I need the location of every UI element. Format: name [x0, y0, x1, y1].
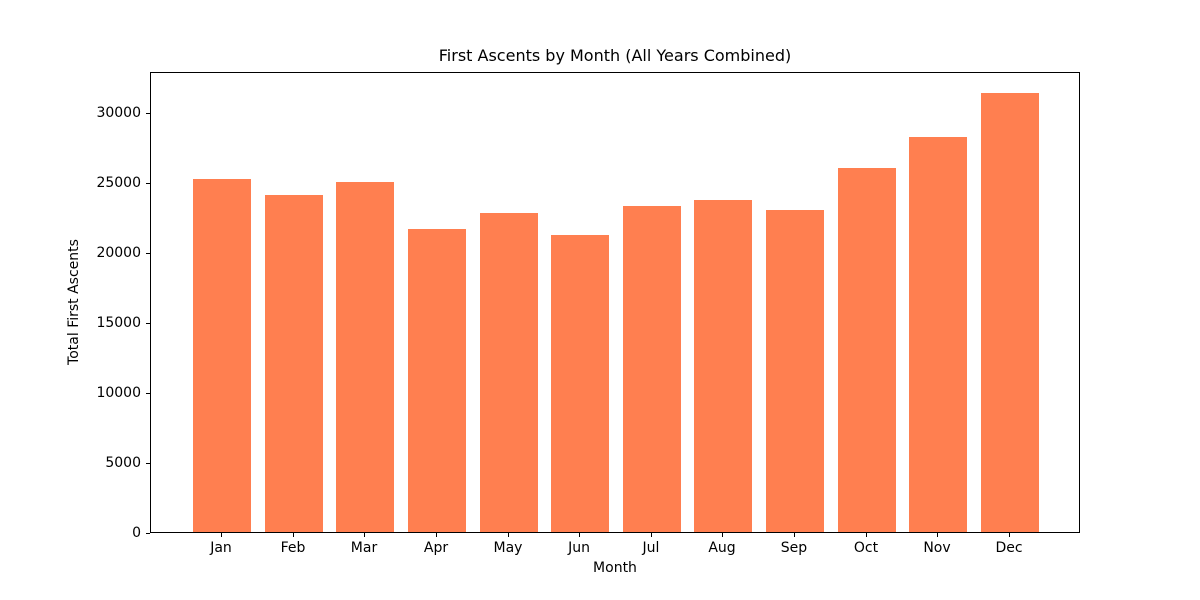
xtick-mark [436, 533, 437, 537]
ytick-label-15000: 15000 [96, 315, 141, 331]
bar-mar [336, 182, 394, 532]
ytick-label-25000: 25000 [96, 175, 141, 191]
ytick-mark [146, 323, 150, 324]
xtick-label-jun: Jun [568, 540, 590, 556]
xtick-mark [221, 533, 222, 537]
xtick-mark [293, 533, 294, 537]
xtick-label-jul: Jul [642, 540, 660, 556]
bar-dec [981, 93, 1039, 532]
bar-jun [551, 235, 609, 532]
xtick-mark [364, 533, 365, 537]
xtick-mark [794, 533, 795, 537]
chart-title: First Ascents by Month (All Years Combin… [438, 46, 792, 65]
xtick-label-aug: Aug [708, 540, 736, 556]
xtick-label-dec: Dec [995, 540, 1023, 556]
bar-aug [694, 200, 752, 532]
bar-sep [766, 210, 824, 532]
bar-may [480, 213, 538, 532]
xtick-mark [651, 533, 652, 537]
ytick-label-30000: 30000 [96, 105, 141, 121]
xtick-label-apr: Apr [423, 540, 449, 556]
xtick-mark [1009, 533, 1010, 537]
ytick-label-5000: 5000 [105, 455, 141, 471]
xtick-label-nov: Nov [923, 540, 951, 556]
xtick-mark [866, 533, 867, 537]
xtick-label-feb: Feb [280, 540, 306, 556]
xtick-mark [508, 533, 509, 537]
ytick-label-0: 0 [132, 525, 141, 541]
xtick-label-sep: Sep [780, 540, 808, 556]
x-axis-label: Month [593, 560, 637, 576]
bar-jul [623, 206, 681, 532]
bar-feb [265, 195, 323, 532]
ytick-label-10000: 10000 [96, 385, 141, 401]
ytick-mark [146, 463, 150, 464]
ytick-mark [146, 183, 150, 184]
ytick-mark [146, 253, 150, 254]
plot-area [150, 72, 1080, 533]
ytick-mark [146, 533, 150, 534]
xtick-label-jan: Jan [210, 540, 232, 556]
bar-apr [408, 229, 466, 532]
xtick-mark [579, 533, 580, 537]
bar-jan [193, 179, 251, 532]
ytick-label-20000: 20000 [96, 245, 141, 261]
ytick-mark [146, 113, 150, 114]
ytick-mark [146, 393, 150, 394]
xtick-label-may: May [493, 540, 523, 556]
xtick-mark [937, 533, 938, 537]
bar-nov [909, 137, 967, 532]
bar-oct [838, 168, 896, 532]
xtick-mark [722, 533, 723, 537]
xtick-label-mar: Mar [350, 540, 378, 556]
xtick-label-oct: Oct [853, 540, 879, 556]
